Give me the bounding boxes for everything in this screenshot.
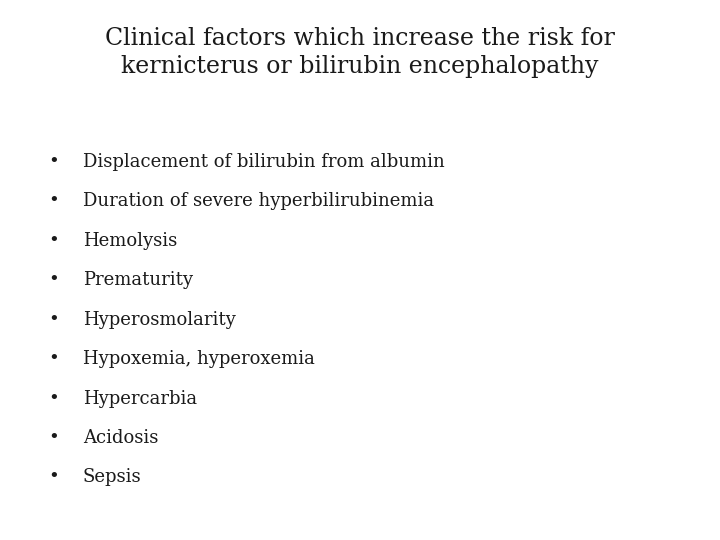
Text: Prematurity: Prematurity bbox=[83, 271, 193, 289]
Text: Hyperosmolarity: Hyperosmolarity bbox=[83, 310, 235, 329]
Text: •: • bbox=[49, 429, 59, 447]
Text: •: • bbox=[49, 389, 59, 408]
Text: •: • bbox=[49, 468, 59, 487]
Text: •: • bbox=[49, 153, 59, 171]
Text: Duration of severe hyperbilirubinemia: Duration of severe hyperbilirubinemia bbox=[83, 192, 434, 211]
Text: Acidosis: Acidosis bbox=[83, 429, 158, 447]
Text: •: • bbox=[49, 271, 59, 289]
Text: Clinical factors which increase the risk for
kernicterus or bilirubin encephalop: Clinical factors which increase the risk… bbox=[105, 27, 615, 78]
Text: Hypoxemia, hyperoxemia: Hypoxemia, hyperoxemia bbox=[83, 350, 315, 368]
Text: •: • bbox=[49, 192, 59, 211]
Text: •: • bbox=[49, 232, 59, 250]
Text: •: • bbox=[49, 350, 59, 368]
Text: •: • bbox=[49, 310, 59, 329]
Text: Displacement of bilirubin from albumin: Displacement of bilirubin from albumin bbox=[83, 153, 444, 171]
Text: Hemolysis: Hemolysis bbox=[83, 232, 177, 250]
Text: Hypercarbia: Hypercarbia bbox=[83, 389, 197, 408]
Text: Sepsis: Sepsis bbox=[83, 468, 141, 487]
